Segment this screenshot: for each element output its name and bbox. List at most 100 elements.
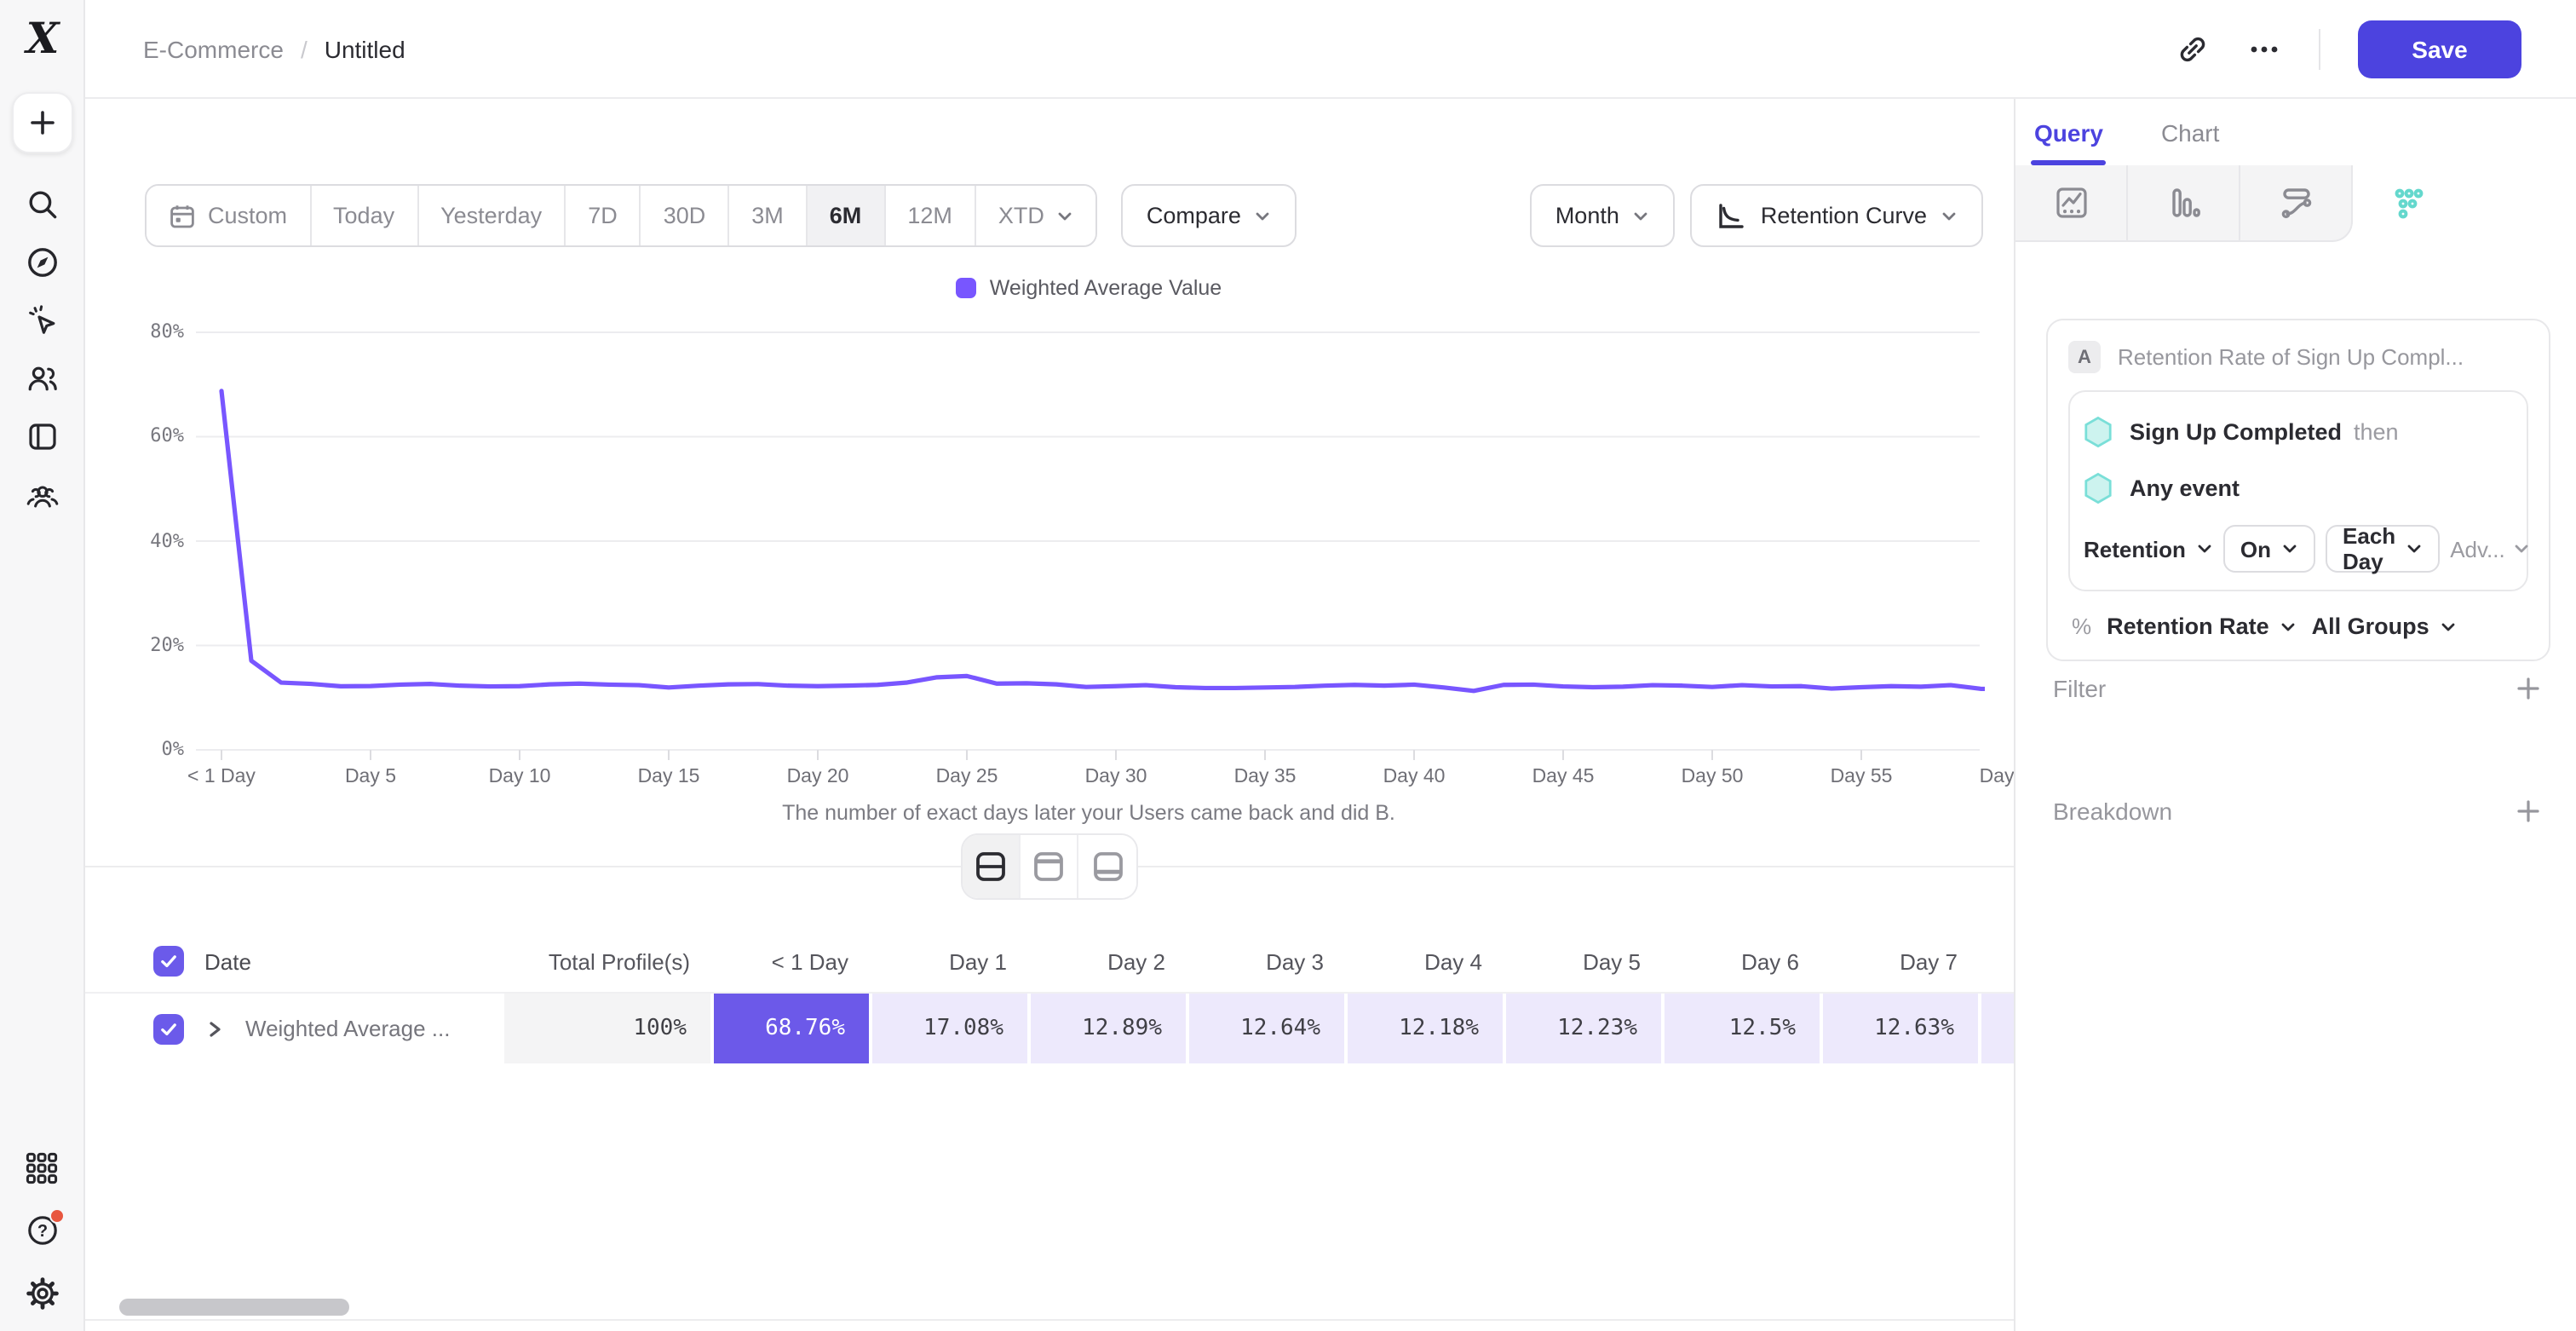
explore-compass-icon[interactable]: [25, 245, 59, 279]
date-range-12m[interactable]: 12M: [885, 186, 976, 245]
breadcrumb-project[interactable]: E-Commerce: [143, 35, 284, 62]
boards-icon[interactable]: [25, 419, 59, 453]
add-breakdown-button[interactable]: [2515, 798, 2542, 825]
advanced-dropdown[interactable]: Adv...: [2450, 536, 2531, 562]
retention-mode-dropdown[interactable]: Retention: [2084, 536, 2213, 562]
x-axis-tick-label: Day 5: [344, 767, 397, 787]
more-options-icon[interactable]: [2247, 32, 2281, 66]
table-header-value-cells: Total Profile(s) < 1 Day Day 1 Day 2 Day 3 Da…: [504, 948, 2014, 974]
on-dropdown[interactable]: On: [2222, 525, 2316, 573]
x-axis-tick-label: Day 40: [1383, 767, 1446, 787]
help-icon[interactable]: ?: [25, 1208, 64, 1247]
query-panel: Query Chart: [2014, 99, 2576, 1331]
column-header-day-2[interactable]: Day 2: [1107, 948, 1165, 974]
compare-label: Compare: [1146, 203, 1241, 228]
save-button[interactable]: Save: [2358, 20, 2521, 78]
date-range-yesterday[interactable]: Yesterday: [418, 186, 566, 245]
event-step-return[interactable]: Any event: [2084, 465, 2510, 510]
toolbar-right: Month Retention Curve: [1529, 184, 1983, 247]
row-label[interactable]: Weighted Average ...: [245, 1016, 451, 1041]
create-new-button[interactable]: [11, 92, 72, 153]
column-header-day-1[interactable]: Day 1: [949, 948, 1007, 974]
column-header-day-7[interactable]: Day 7: [1900, 948, 1958, 974]
date-range-6m[interactable]: 6M: [807, 186, 886, 245]
report-type-switcher: [2015, 165, 2576, 242]
date-range-label: Today: [333, 203, 395, 228]
column-header-total-profile-s-[interactable]: Total Profile(s): [548, 948, 690, 974]
date-range-7d[interactable]: 7D: [566, 186, 641, 245]
events-cursor-icon[interactable]: [25, 303, 59, 337]
add-filter-button[interactable]: [2515, 675, 2542, 702]
date-range-30d[interactable]: 30D: [641, 186, 730, 245]
cell-day-3[interactable]: 12.64%: [1189, 994, 1348, 1063]
table-header-row: Date Total Profile(s) < 1 Day Day 1 Day 2 Da…: [85, 931, 2014, 992]
retention-line-chart[interactable]: [193, 331, 1985, 762]
toggle-chart-only-view[interactable]: [1021, 835, 1078, 898]
mixpanel-logo-icon[interactable]: X: [16, 14, 67, 65]
column-header-d[interactable]: D: [1981, 948, 2014, 974]
event-hexagon-icon: [2084, 471, 2112, 504]
groups-dropdown[interactable]: All Groups: [2312, 614, 2457, 639]
date-range-xtd[interactable]: XTD: [975, 186, 1095, 245]
compare-button[interactable]: Compare: [1120, 184, 1297, 247]
cohorts-people-group-icon[interactable]: [25, 477, 59, 511]
report-type-flows-icon[interactable]: [2240, 165, 2353, 242]
cell-day-1[interactable]: 17.08%: [872, 994, 1031, 1063]
cell-day-4[interactable]: 12.18%: [1348, 994, 1506, 1063]
date-range-3m[interactable]: 3M: [729, 186, 808, 245]
tab-chart[interactable]: Chart: [2160, 119, 2220, 147]
date-range-label: Yesterday: [440, 203, 543, 228]
column-header-day-4[interactable]: Day 4: [1424, 948, 1482, 974]
event-step-first[interactable]: Sign Up Completed then: [2084, 409, 2510, 453]
tab-query[interactable]: Query: [2031, 119, 2107, 165]
table-row-value-cells: 100% 68.76% 17.08% 12.89% 12.64% 12.18% 12.23%…: [504, 994, 2014, 1063]
column-header-day-3[interactable]: Day 3: [1266, 948, 1324, 974]
x-axis-tick-label: Day 15: [637, 767, 700, 787]
horizontal-scrollbar[interactable]: [119, 1299, 349, 1316]
column-header--1-day[interactable]: < 1 Day: [771, 948, 848, 974]
cell-day-7[interactable]: 12.63%: [1823, 994, 1981, 1063]
toggle-split-view[interactable]: [963, 835, 1021, 898]
panel-tabs: Query Chart: [2015, 99, 2576, 165]
cell--1-day[interactable]: 68.76%: [714, 994, 872, 1063]
granularity-button[interactable]: Month: [1529, 184, 1676, 247]
cell-day-5[interactable]: 12.23%: [1506, 994, 1665, 1063]
toggle-table-only-view[interactable]: [1078, 835, 1136, 898]
settings-gear-icon[interactable]: [25, 1276, 59, 1311]
date-range-custom[interactable]: Custom: [147, 186, 312, 245]
metric-dropdown[interactable]: Retention Rate: [2107, 614, 2297, 639]
row-checkbox[interactable]: [153, 1013, 184, 1044]
date-range-today[interactable]: Today: [311, 186, 419, 245]
cell-d[interactable]: 12.: [1981, 994, 2014, 1063]
apps-grid-icon[interactable]: [25, 1150, 59, 1184]
column-header-day-5[interactable]: Day 5: [1583, 948, 1641, 974]
chevron-down-icon: [2406, 540, 2423, 557]
query-title[interactable]: Retention Rate of Sign Up Compl...: [2118, 344, 2464, 370]
granularity-label: Month: [1555, 203, 1619, 228]
date-range-label: Custom: [208, 203, 288, 228]
chart-legend[interactable]: Weighted Average Value: [193, 276, 1985, 300]
report-type-retention-icon[interactable]: [2353, 165, 2465, 242]
left-nav-rail: X: [0, 0, 85, 1331]
retention-mode-label: Retention: [2084, 536, 2186, 562]
column-header-day-6[interactable]: Day 6: [1741, 948, 1799, 974]
cell-total-profile-s-[interactable]: 100%: [504, 994, 714, 1063]
cell-day-6[interactable]: 12.5%: [1665, 994, 1823, 1063]
svg-text:X: X: [23, 17, 60, 61]
event-name: Sign Up Completed: [2130, 418, 2342, 444]
users-icon[interactable]: [25, 361, 59, 395]
chart-type-button[interactable]: Retention Curve: [1690, 184, 1983, 247]
report-canvas: Custom Today Yesterday 7D 30D 3M 6M 12M XTD Comp…: [85, 99, 2014, 1331]
select-all-checkbox[interactable]: [153, 946, 184, 977]
event-steps-box: Sign Up Completed then Any event Retenti…: [2068, 390, 2531, 591]
report-type-funnels-icon[interactable]: [2128, 165, 2240, 242]
expand-row-chevron-icon[interactable]: [204, 1018, 225, 1039]
report-title[interactable]: Untitled: [324, 35, 405, 62]
interval-dropdown[interactable]: Each Day: [2326, 523, 2441, 574]
column-header-date[interactable]: Date: [204, 948, 251, 974]
copy-link-icon[interactable]: [2176, 32, 2210, 66]
y-axis-tick-label: 20%: [150, 633, 184, 656]
cell-day-2[interactable]: 12.89%: [1031, 994, 1189, 1063]
report-type-insights-icon[interactable]: [2015, 165, 2128, 242]
search-icon[interactable]: [25, 187, 59, 222]
